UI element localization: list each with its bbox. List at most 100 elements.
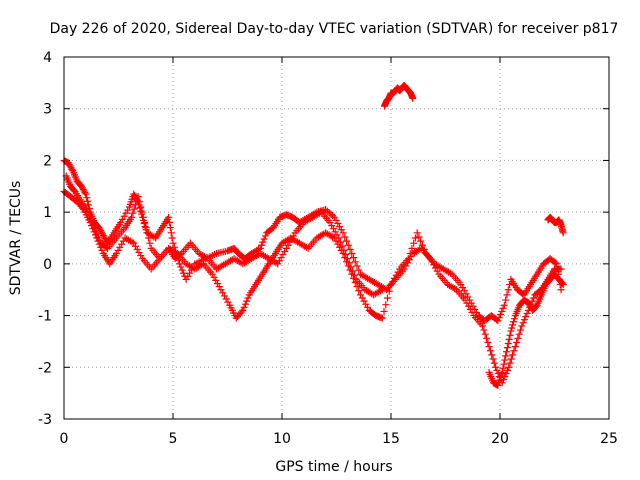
data-point-marker: [415, 233, 423, 241]
data-point-marker: [353, 262, 361, 270]
data-point-marker: [128, 213, 136, 221]
data-point-marker: [345, 259, 353, 267]
data-point-marker: [141, 218, 149, 226]
data-point-marker: [145, 234, 153, 242]
data-point-marker: [338, 242, 346, 250]
data-point-marker: [360, 297, 368, 305]
data-point-marker: [506, 359, 514, 367]
data-point-marker: [88, 217, 96, 225]
data-point-marker: [503, 344, 511, 352]
data-point-marker: [94, 233, 102, 241]
data-point-marker: [132, 242, 140, 250]
data-point-marker: [420, 245, 428, 253]
data-point-marker: [337, 226, 345, 234]
data-point-marker: [363, 303, 371, 311]
x-tick-label: 25: [600, 431, 618, 447]
data-point-marker: [501, 373, 509, 381]
data-point-marker: [339, 229, 347, 237]
data-point-marker: [509, 351, 517, 359]
data-point-marker: [114, 246, 122, 254]
data-point-marker: [380, 307, 388, 315]
data-point-marker: [179, 269, 187, 277]
data-point-marker: [554, 265, 562, 273]
chart-title: Day 226 of 2020, Sidereal Day-to-day VTE…: [50, 21, 619, 37]
data-point-marker: [184, 272, 192, 280]
data-point-marker: [130, 205, 138, 213]
data-point-marker: [217, 286, 225, 294]
data-point-marker: [143, 229, 151, 237]
data-point-marker: [417, 237, 425, 245]
data-point-marker: [507, 355, 515, 363]
data-point-marker: [135, 198, 143, 206]
data-point-marker: [513, 338, 521, 346]
data-point-marker: [480, 326, 488, 334]
data-point-marker: [346, 245, 354, 253]
data-point-marker: [82, 190, 90, 198]
data-point-marker: [496, 311, 504, 319]
data-point-marker: [344, 241, 352, 249]
data-point-marker: [348, 250, 356, 258]
data-point-marker: [84, 201, 92, 209]
data-point-marker: [498, 368, 506, 376]
data-point-marker: [382, 301, 390, 309]
data-point-marker: [166, 224, 174, 232]
data-point-marker: [481, 330, 489, 338]
x-tick-label: 15: [382, 431, 400, 447]
data-point-marker: [186, 269, 194, 277]
data-point-marker: [332, 216, 340, 224]
data-point-marker: [523, 310, 531, 318]
data-point-marker: [511, 343, 519, 351]
data-point-marker: [118, 215, 126, 223]
data-point-marker: [136, 204, 144, 212]
data-point-marker: [176, 260, 184, 268]
data-point-marker: [142, 224, 150, 232]
data-point-marker: [378, 314, 386, 322]
data-point-marker: [498, 307, 506, 315]
data-point-marker: [349, 267, 357, 275]
data-point-marker: [358, 294, 366, 302]
data-point-marker: [506, 331, 514, 339]
data-point-marker: [520, 316, 528, 324]
y-tick-label: 3: [43, 102, 52, 118]
data-point-marker: [355, 266, 363, 274]
data-point-marker: [134, 193, 142, 201]
data-point-marker: [504, 286, 512, 294]
data-point-marker: [343, 237, 351, 245]
data-point-marker: [503, 348, 511, 356]
data-point-marker: [135, 248, 143, 256]
data-point-marker: [557, 286, 565, 294]
data-point-marker: [178, 266, 186, 274]
x-axis-label: GPS time / hours: [275, 459, 392, 475]
data-point-marker: [98, 246, 106, 254]
data-point-marker: [68, 165, 76, 173]
data-point-marker: [213, 280, 221, 288]
data-point-marker: [502, 296, 510, 304]
data-point-marker: [378, 286, 386, 294]
data-point-marker: [551, 259, 559, 267]
data-point-marker: [244, 294, 252, 302]
data-point-marker: [490, 359, 498, 367]
data-point-marker: [343, 255, 351, 263]
data-point-marker: [336, 238, 344, 246]
data-point-marker: [277, 254, 285, 262]
data-point-marker: [493, 366, 501, 374]
grid-lines: [64, 57, 609, 419]
data-point-marker: [166, 218, 174, 226]
data-point-marker: [504, 339, 512, 347]
data-point-marker: [279, 251, 287, 259]
data-point-marker: [222, 295, 230, 303]
data-point-marker: [479, 322, 487, 330]
data-point-marker: [485, 343, 493, 351]
x-tick-label: 20: [491, 431, 509, 447]
data-point-marker: [459, 284, 467, 292]
data-point-marker: [530, 294, 538, 302]
data-point-marker: [329, 225, 337, 233]
data-point-marker: [259, 238, 267, 246]
data-point-marker: [83, 194, 91, 202]
data-point-marker: [507, 327, 515, 335]
data-point-marker: [93, 230, 101, 238]
data-point-marker: [243, 297, 251, 305]
data-point-marker: [139, 213, 147, 221]
data-point-marker: [84, 197, 92, 205]
